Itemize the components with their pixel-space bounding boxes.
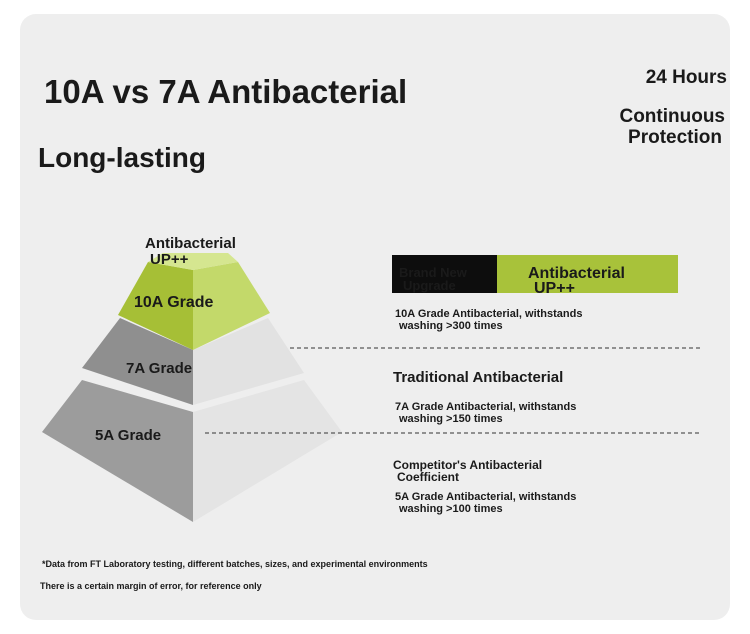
description: 10A Grade Antibacterial, withstands: [395, 308, 582, 320]
highlight-text: Antibacterial: [528, 265, 625, 282]
badge-line: Continuous: [619, 106, 725, 127]
description: 5A Grade Antibacterial, withstands: [395, 491, 576, 503]
tier-face: [82, 318, 193, 405]
pyramid: [42, 253, 342, 522]
level-heading: Coefficient: [397, 470, 459, 484]
description: 7A Grade Antibacterial, withstands: [395, 401, 576, 413]
upgrade-text: Upgrade: [403, 278, 456, 293]
tier-label: 5A Grade: [95, 427, 161, 444]
title: 10A vs 7A Antibacterial: [44, 73, 407, 110]
tier-face: [193, 262, 270, 350]
level-heading: Competitor's Antibacterial: [393, 458, 542, 472]
tier-face: [193, 380, 342, 522]
top-label: UP++: [150, 251, 189, 268]
description: washing >300 times: [398, 320, 503, 332]
upgrade-box: [392, 255, 497, 293]
description: washing >150 times: [398, 413, 503, 425]
footnote: *Data from FT Laboratory testing, differ…: [42, 559, 428, 569]
badge-hours: 24 Hours: [646, 67, 727, 88]
highlight-box: [497, 255, 678, 293]
tier-top: [148, 253, 238, 270]
highlight-text: UP++: [534, 280, 575, 297]
top-label: Antibacterial: [145, 235, 236, 252]
description: washing >100 times: [398, 503, 503, 515]
level-heading: Traditional Antibacterial: [393, 369, 563, 386]
tier-label: 7A Grade: [126, 360, 192, 377]
tier-face: [118, 262, 193, 350]
tier-face: [42, 380, 193, 522]
tier-label: 10A Grade: [134, 294, 214, 311]
footnote: There is a certain margin of error, for …: [40, 581, 262, 591]
badge-line: Protection: [628, 127, 722, 148]
tier-face: [193, 318, 304, 405]
subtitle: Long-lasting: [38, 142, 206, 173]
upgrade-text: Brand New: [399, 265, 468, 280]
